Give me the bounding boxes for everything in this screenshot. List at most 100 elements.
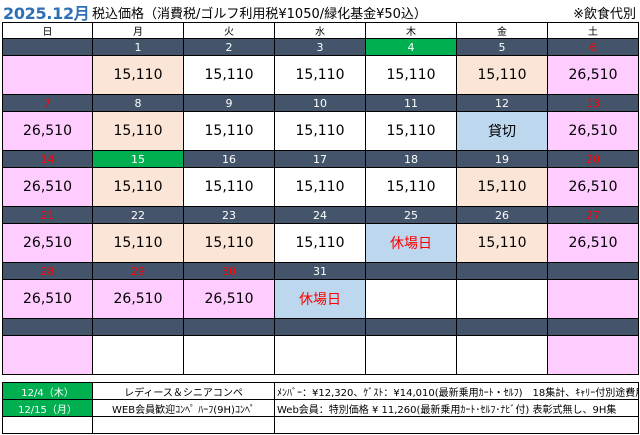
date-number: 20	[547, 150, 639, 168]
price-cell	[274, 335, 366, 375]
date-number	[547, 318, 639, 336]
date-number-row: 7 8 9 10 11 12 13	[2, 94, 639, 112]
event-name: レディース＆シニアコンペ	[92, 382, 275, 400]
date-number	[2, 38, 93, 56]
price-cell: 貸切	[456, 111, 548, 151]
date-number: 16	[183, 150, 275, 168]
date-number: 3	[274, 38, 366, 56]
calendar-table: 日月火水木金土 1 2 3 4 5 6 15,110 15,110 15,110 15,110 15,…	[2, 22, 639, 375]
price-cell	[547, 335, 639, 375]
date-number: 10	[274, 94, 366, 112]
price-note: 税込価格（消費税/ゴルフ利用税¥1050/緑化基金¥50込）	[92, 7, 427, 22]
date-number: 30	[183, 262, 275, 280]
price-cell: 15,110	[274, 111, 366, 151]
date-number: 23	[183, 206, 275, 224]
weekday-label: 土	[547, 22, 639, 39]
weekday-label: 火	[183, 22, 275, 39]
date-number: 25	[365, 206, 457, 224]
price-cell: 15,110	[456, 167, 548, 207]
date-number	[183, 318, 275, 336]
price-cell: 15,110	[274, 167, 366, 207]
event-price: ﾒﾝﾊﾞｰ：¥12,320、ｹﾞｽﾄ：¥14,010(最新乗用ｶｰﾄ・ｾﾙﾌ) …	[274, 382, 639, 400]
event-price: Web会員：特別価格 ¥ 11,260(最新乗用ｶｰﾄ･ｾﾙﾌ･ﾅﾋﾞ付) 表彰…	[274, 399, 639, 417]
price-cell: 15,110	[365, 55, 457, 95]
price-cell: 15,110	[183, 111, 275, 151]
price-cell	[456, 335, 548, 375]
price-row	[2, 335, 639, 375]
price-cell: 26,510	[183, 279, 275, 319]
price-cell: 15,110	[456, 55, 548, 95]
date-number: 27	[547, 206, 639, 224]
date-number: 2	[183, 38, 275, 56]
price-cell	[183, 335, 275, 375]
date-number	[2, 318, 93, 336]
event-price	[274, 416, 639, 434]
price-cell: 休場日	[274, 279, 366, 319]
weekday-label: 日	[2, 22, 93, 39]
date-number: 26	[456, 206, 548, 224]
price-cell: 26,510	[547, 111, 639, 151]
date-number: 8	[92, 94, 184, 112]
price-cell	[547, 279, 639, 319]
price-cell: 26,510	[2, 223, 93, 263]
date-number-row	[2, 318, 639, 336]
price-cell	[365, 279, 457, 319]
date-number: 15	[92, 150, 184, 168]
price-cell: 15,110	[92, 167, 184, 207]
price-cell: 15,110	[365, 111, 457, 151]
drink-note: ※飲食代別	[573, 7, 636, 22]
price-row: 26,510 15,110 15,110 15,110 15,110 貸切 26,510	[2, 111, 639, 151]
price-cell	[456, 279, 548, 319]
date-number-row: 14 15 16 17 18 19 20	[2, 150, 639, 168]
date-number	[274, 318, 366, 336]
price-cell: 15,110	[92, 55, 184, 95]
date-number: 29	[92, 262, 184, 280]
price-cell: 26,510	[2, 111, 93, 151]
price-cell: 15,110	[274, 55, 366, 95]
price-cell: 26,510	[92, 279, 184, 319]
date-number-row: 21 22 23 24 25 26 27	[2, 206, 639, 224]
price-row: 15,110 15,110 15,110 15,110 15,110 26,510	[2, 55, 639, 95]
date-number	[365, 262, 457, 280]
date-number: 14	[2, 150, 93, 168]
price-cell: 15,110	[92, 223, 184, 263]
price-cell: 26,510	[2, 279, 93, 319]
price-row: 26,510 15,110 15,110 15,110 休場日 15,110 26,510	[2, 223, 639, 263]
date-number: 11	[365, 94, 457, 112]
price-cell	[92, 335, 184, 375]
date-number: 4	[365, 38, 457, 56]
event-row: 12/4（木） レディース＆シニアコンペ ﾒﾝﾊﾞｰ：¥12,320、ｹﾞｽﾄ：¥1…	[2, 382, 639, 400]
date-number	[547, 262, 639, 280]
date-number: 13	[547, 94, 639, 112]
date-number	[365, 318, 457, 336]
price-cell: 15,110	[183, 55, 275, 95]
price-cell: 15,110	[92, 111, 184, 151]
date-number: 17	[274, 150, 366, 168]
date-number: 24	[274, 206, 366, 224]
date-number: 28	[2, 262, 93, 280]
date-number: 19	[456, 150, 548, 168]
price-cell: 15,110	[183, 223, 275, 263]
date-number: 5	[456, 38, 548, 56]
date-number	[456, 318, 548, 336]
date-number: 31	[274, 262, 366, 280]
weekday-header-row: 日月火水木金土	[2, 22, 639, 39]
date-number: 22	[92, 206, 184, 224]
weekday-label: 月	[92, 22, 184, 39]
date-number-row: 28 29 30 31	[2, 262, 639, 280]
page-header: 2025.12月 税込価格（消費税/ゴルフ利用税¥1050/緑化基金¥50込） …	[0, 0, 640, 23]
weekday-label: 木	[365, 22, 457, 39]
event-row: 12/15（月） WEB会員歓迎ｺﾝﾍﾟ ﾊｰﾌ(9H)ｺﾝﾍﾟ Web会員：特別価…	[2, 399, 639, 417]
year-month-title: 2025.12月	[3, 4, 90, 23]
event-date: 12/4（木）	[2, 382, 93, 400]
date-number: 21	[2, 206, 93, 224]
price-cell: 15,110	[183, 167, 275, 207]
price-cell: 26,510	[547, 55, 639, 95]
events-table: 12/4（木） レディース＆シニアコンペ ﾒﾝﾊﾞｰ：¥12,320、ｹﾞｽﾄ：¥1…	[2, 382, 639, 434]
price-cell	[2, 55, 93, 95]
date-number: 1	[92, 38, 184, 56]
date-number: 6	[547, 38, 639, 56]
date-number: 7	[2, 94, 93, 112]
date-number: 12	[456, 94, 548, 112]
